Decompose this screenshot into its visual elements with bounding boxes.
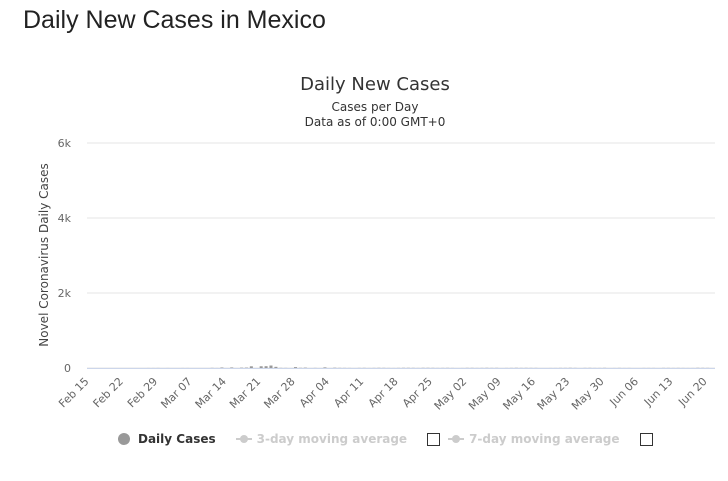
x-tick-label: Jun 06 (607, 375, 641, 409)
y-tick-label: 0 (64, 362, 71, 375)
legend-item-3-day-average[interactable]: 3-day moving average (235, 432, 408, 446)
x-tick-label: May 09 (466, 375, 504, 413)
x-tick-label: Mar 14 (193, 375, 229, 411)
x-tick-label: Mar 28 (261, 375, 297, 411)
x-tick-label: May 23 (535, 375, 573, 413)
bar[interactable] (249, 366, 253, 368)
x-tick-label: Mar 21 (227, 375, 263, 411)
bar[interactable] (293, 367, 298, 368)
y-tick-label: 6k (58, 137, 72, 150)
page-title: Daily New Cases in Mexico (23, 6, 326, 34)
chart-subtitle-line-2: Data as of 0:00 GMT+0 (305, 115, 446, 129)
bar[interactable] (259, 366, 263, 368)
y-tick-label: 2k (58, 287, 72, 300)
bar[interactable] (274, 366, 278, 368)
legend-item-7-day-average[interactable]: 7-day moving average (448, 432, 620, 446)
bar[interactable] (264, 366, 268, 368)
bar[interactable] (269, 365, 273, 368)
y-axis-label: Novel Coronavirus Daily Cases (37, 163, 51, 346)
y-tick-label: 4k (58, 212, 72, 225)
x-tick-label: Feb 22 (91, 375, 126, 410)
series-dot-icon (118, 433, 130, 445)
legend-label-3-day-average: 3-day moving average (256, 432, 408, 446)
toggle-7-day-average-checkbox[interactable] (639, 432, 653, 446)
x-tick-label: Feb 15 (56, 375, 91, 410)
daily-cases-chart: Daily New Cases Cases per Day Data as of… (37, 74, 715, 413)
x-tick-label: May 16 (500, 375, 538, 413)
x-tick-label: Feb 29 (125, 375, 160, 410)
chart-legend: Daily Cases 3-day moving average 7-day m… (118, 429, 653, 449)
chart-title: Daily New Cases (300, 74, 450, 95)
x-tick-label: Mar 07 (158, 375, 194, 411)
legend-label-7-day-average: 7-day moving average (469, 432, 620, 446)
x-tick-label: Apr 04 (297, 375, 332, 410)
x-tick-label: May 30 (569, 375, 607, 413)
bar[interactable] (230, 367, 234, 368)
line-marker-icon (235, 433, 252, 445)
bar[interactable] (323, 367, 327, 368)
x-tick-label: May 02 (432, 375, 470, 413)
toggle-3-day-average-checkbox[interactable] (427, 432, 441, 446)
x-tick-label: Jun 13 (641, 375, 675, 409)
chart-subtitle-line-1: Cases per Day (332, 100, 419, 114)
legend-item-daily-cases[interactable]: Daily Cases (118, 432, 216, 446)
line-marker-icon (448, 433, 465, 445)
x-tick-label: Jun 20 (675, 375, 709, 409)
bar[interactable] (220, 367, 224, 368)
x-tick-label: Apr 11 (331, 375, 366, 410)
x-tick-label: Apr 25 (400, 375, 435, 410)
legend-label-daily-cases: Daily Cases (138, 432, 216, 446)
x-tick-label: Apr 18 (366, 375, 401, 410)
